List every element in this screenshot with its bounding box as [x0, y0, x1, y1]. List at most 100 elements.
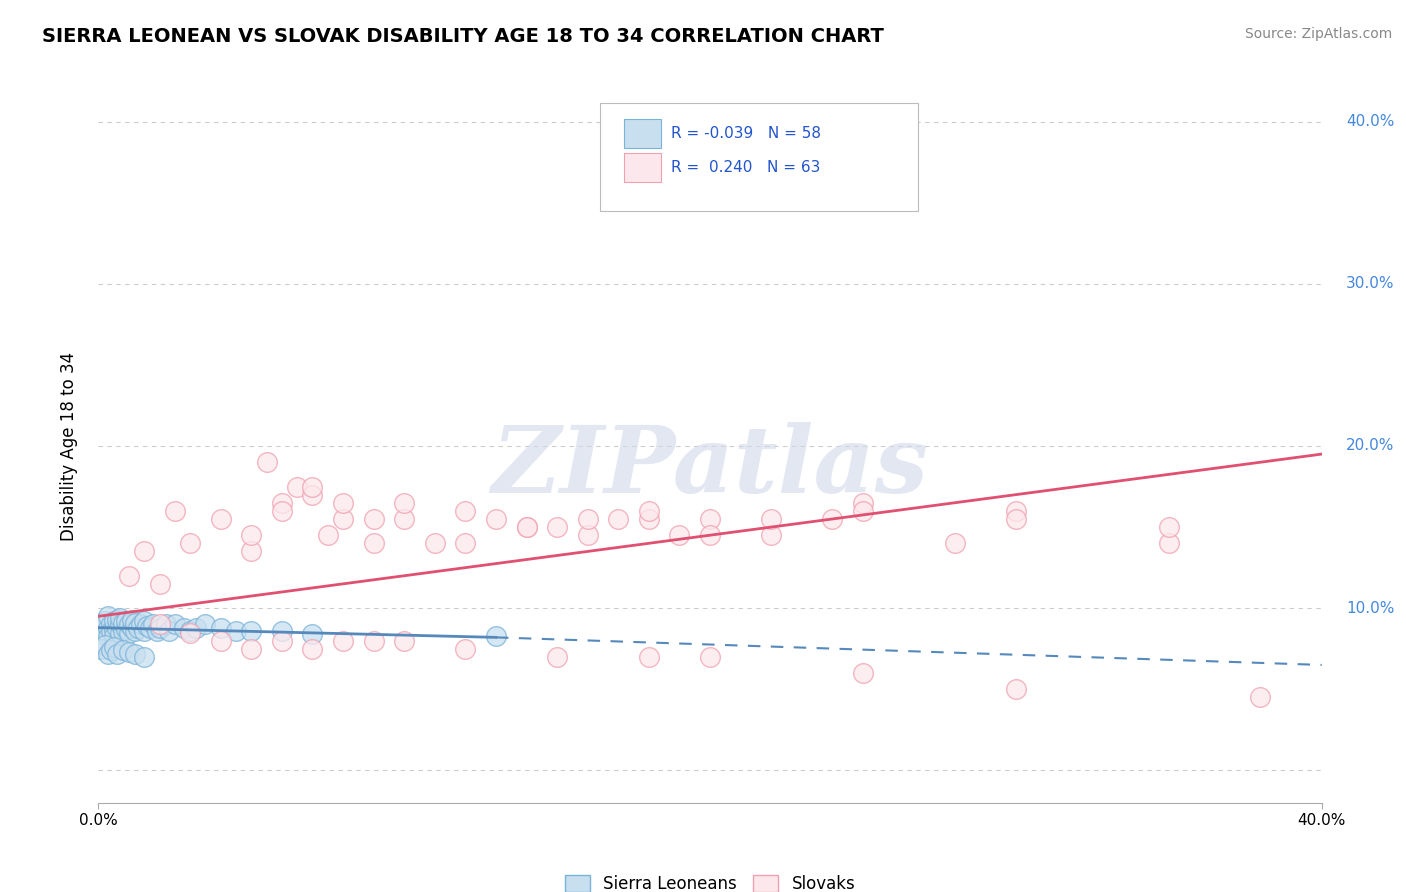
Point	[637, 504, 661, 518]
Point	[157, 624, 180, 638]
Point	[1004, 504, 1026, 518]
Point	[759, 512, 782, 526]
Point	[759, 528, 782, 542]
Point	[103, 622, 125, 636]
Text: R =  0.240   N = 63: R = 0.240 N = 63	[671, 161, 820, 175]
Point	[111, 643, 134, 657]
Point	[179, 625, 201, 640]
Point	[1157, 520, 1180, 534]
Point	[145, 624, 167, 638]
Point	[454, 504, 477, 518]
Point	[103, 629, 125, 643]
Point	[209, 621, 232, 635]
Point	[90, 617, 112, 632]
Point	[93, 625, 115, 640]
Text: SIERRA LEONEAN VS SLOVAK DISABILITY AGE 18 TO 34 CORRELATION CHART: SIERRA LEONEAN VS SLOVAK DISABILITY AGE …	[42, 27, 884, 45]
Point	[149, 621, 172, 635]
Point	[546, 649, 568, 664]
Point	[332, 633, 354, 648]
Point	[142, 617, 165, 632]
Point	[124, 615, 146, 630]
Text: R = -0.039   N = 58: R = -0.039 N = 58	[671, 126, 821, 141]
Point	[852, 496, 875, 510]
Point	[301, 488, 323, 502]
Text: 40.0%: 40.0%	[1346, 114, 1395, 129]
Point	[699, 512, 721, 526]
Text: ZIPatlas: ZIPatlas	[492, 423, 928, 512]
Point	[637, 512, 661, 526]
FancyBboxPatch shape	[624, 120, 661, 148]
Point	[118, 617, 141, 632]
Point	[1004, 682, 1026, 697]
Point	[270, 496, 292, 510]
Point	[108, 611, 131, 625]
Point	[100, 624, 122, 638]
Point	[240, 528, 263, 542]
Point	[363, 536, 385, 550]
Text: 30.0%: 30.0%	[1346, 277, 1395, 292]
Point	[108, 617, 131, 632]
Point	[118, 645, 141, 659]
Point	[121, 613, 143, 627]
Point	[270, 633, 292, 648]
Point	[363, 633, 385, 648]
Point	[454, 641, 477, 656]
Point	[607, 512, 630, 526]
Point	[316, 528, 339, 542]
Point	[1249, 690, 1271, 705]
Point	[699, 528, 721, 542]
Point	[179, 624, 201, 638]
Point	[136, 619, 159, 633]
Point	[332, 496, 354, 510]
Point	[97, 647, 120, 661]
Point	[173, 621, 195, 635]
Point	[240, 624, 263, 638]
Point	[270, 624, 292, 638]
Point	[225, 624, 247, 638]
Point	[821, 512, 844, 526]
Point	[93, 614, 115, 628]
Legend: Sierra Leoneans, Slovaks: Sierra Leoneans, Slovaks	[558, 868, 862, 892]
Point	[209, 512, 232, 526]
Point	[163, 504, 186, 518]
Point	[301, 641, 323, 656]
Point	[699, 649, 721, 664]
Point	[121, 621, 143, 635]
Point	[134, 649, 156, 664]
Point	[103, 640, 125, 654]
Point	[852, 666, 875, 681]
Point	[105, 621, 128, 635]
Point	[93, 639, 115, 653]
Point	[516, 520, 538, 534]
Point	[108, 625, 131, 640]
Point	[124, 647, 146, 661]
Point	[194, 617, 217, 632]
Point	[454, 536, 477, 550]
Point	[186, 621, 208, 635]
Point	[516, 520, 538, 534]
Point	[546, 520, 568, 534]
Point	[576, 528, 599, 542]
Point	[256, 455, 278, 469]
Point	[149, 617, 172, 632]
Point	[179, 536, 201, 550]
Point	[485, 629, 508, 643]
Point	[285, 479, 308, 493]
FancyBboxPatch shape	[624, 153, 661, 182]
Point	[392, 496, 416, 510]
Point	[240, 641, 263, 656]
Point	[139, 621, 162, 635]
Point	[1004, 512, 1026, 526]
Point	[301, 479, 323, 493]
Point	[127, 621, 149, 635]
Text: Source: ZipAtlas.com: Source: ZipAtlas.com	[1244, 27, 1392, 41]
Point	[97, 631, 120, 645]
Point	[97, 621, 120, 635]
Point	[837, 155, 859, 169]
Point	[111, 624, 134, 638]
Point	[270, 504, 292, 518]
Point	[105, 647, 128, 661]
Point	[103, 614, 125, 628]
Point	[118, 625, 141, 640]
Point	[134, 624, 156, 638]
